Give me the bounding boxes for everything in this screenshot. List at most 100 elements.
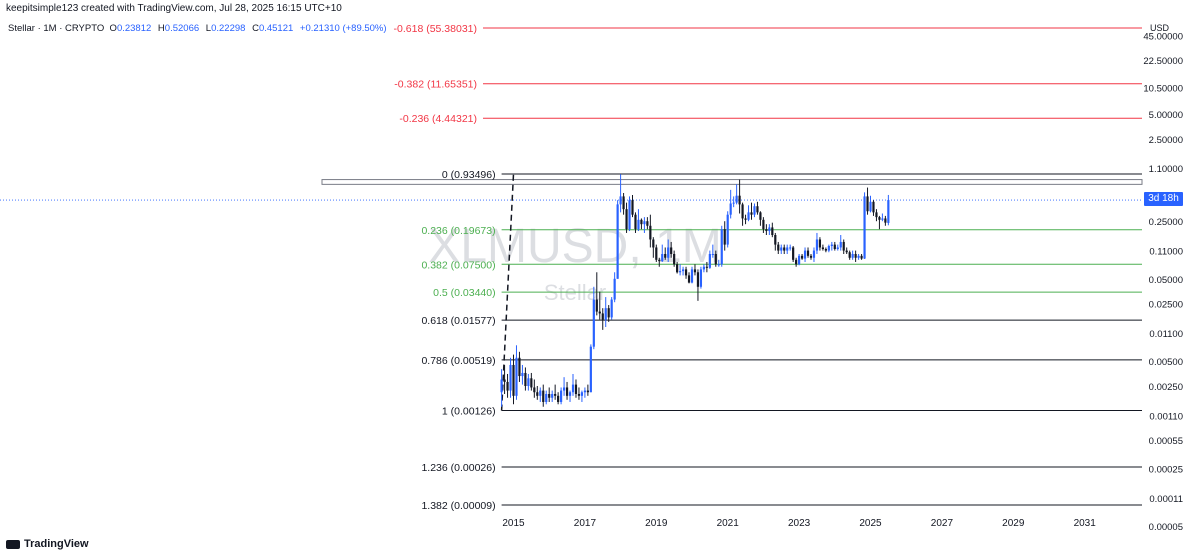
low-label: L [205,23,212,34]
time-tick-label: 2031 [1074,518,1097,529]
candle-body [684,269,688,276]
candle-body [696,272,700,287]
resistance-band-rect [321,179,1143,185]
ohlc-legend: Stellar · 1M · CRYPTO O0.23812 H0.52066 … [8,23,391,34]
high-label: H [157,23,165,34]
open-value: 0.23812 [116,23,152,34]
candle-body [812,250,816,258]
fib-level-label: -0.618 (55.38031) [394,23,477,35]
candle-body [798,255,801,265]
symbol-label[interactable]: Stellar · 1M · CRYPTO [8,23,105,34]
candle-body [548,393,551,398]
candle-body [783,247,786,251]
candle-body [512,364,515,396]
candle-body [851,253,854,258]
fib-level-label: 0.236 (0.19673) [421,225,495,237]
candle-body [732,202,735,204]
candle-body [848,252,851,258]
candle-body [562,387,566,391]
candle-body [747,212,750,220]
time-tick-label: 2025 [859,518,882,529]
candle-body [803,250,807,259]
price-tick-label: 0.00055 [1149,436,1183,447]
fib-retracement[interactable]: -0.618 (55.38031) -0.382 (11.65351) -0.236… [394,23,1142,512]
candle-body [759,212,762,220]
candle-body [551,393,554,398]
candle-body [681,269,685,272]
candle-body [637,219,640,230]
time-tick-label: 2023 [788,518,811,529]
candle-body [592,299,595,347]
price-tick-label: 10.50000 [1143,83,1183,94]
candle-body [717,264,720,266]
close-value: 0.45121 [258,23,294,34]
candle-body [604,308,607,320]
candle-body [795,259,798,265]
candle-body [595,299,598,312]
candle-body [800,255,804,259]
candle-body [646,221,649,226]
candle-body [836,247,839,249]
tradingview-logo-icon [6,539,20,549]
candle-body [515,357,518,396]
price-tick-label: 1.10000 [1149,164,1183,175]
candle-body [640,219,643,225]
candle-body [580,392,584,396]
candle-body [687,275,691,283]
candle-body [530,378,533,388]
candle-body [806,250,810,256]
candle-body [756,206,759,213]
candle-body [702,266,705,270]
candle-body [503,379,506,382]
candle-body [771,227,774,236]
candle-body [565,387,569,396]
change-value: +0.21310 (+89.50%) [299,23,387,34]
fib-level-label: 0.5 (0.03440) [433,287,495,299]
candle-body [577,393,581,396]
candle-body [845,250,848,253]
fib-level-label: 1 (0.00126) [442,406,496,418]
candle-body [527,378,530,387]
candle-body [821,247,824,249]
candle-body [598,311,601,314]
high-value: 0.52066 [164,23,200,34]
candle-body [586,390,589,393]
candle-body [560,390,563,402]
candle-body [667,247,670,258]
candle-body [589,346,592,393]
candle-body [866,196,869,212]
candle-body [881,218,884,220]
candle-body [613,278,616,300]
candle-body [857,255,860,258]
candle-body [622,196,625,210]
tradingview-logo[interactable]: TradingView [6,538,89,550]
candle-body [735,195,738,203]
time-tick-label: 2029 [1002,518,1025,529]
candle-body [863,196,866,259]
resistance-band [0,179,1143,201]
candle-body [824,248,827,251]
candle-body [875,212,878,218]
candle-body [708,253,711,268]
candle-body [518,357,521,377]
candle-body [833,244,836,249]
candle-body [753,206,756,215]
fib-level-label: -0.236 (4.44321) [399,113,477,125]
candle-body [827,246,830,251]
candle-body [655,247,658,260]
price-tick-label: 0.00500 [1149,357,1183,368]
close-label: C [252,23,259,34]
candle-body [714,253,717,265]
currency-label[interactable]: USD [1150,23,1170,33]
candle-body [869,201,872,212]
candle-body [792,247,795,260]
candle-body [839,241,842,248]
price-axis[interactable]: 45.00000 22.50000 10.50000 5.00000 2.50000 1.… [1143,31,1183,533]
candle-body [574,384,578,394]
time-tick-label: 2027 [931,518,954,529]
candle-body [705,266,708,268]
time-axis[interactable]: 2015 2017 2019 2021 2023 2025 2027 2029 2031 [502,518,1096,529]
candle-body [607,308,610,318]
bar-countdown-badge: 3d 18h [1144,192,1183,206]
